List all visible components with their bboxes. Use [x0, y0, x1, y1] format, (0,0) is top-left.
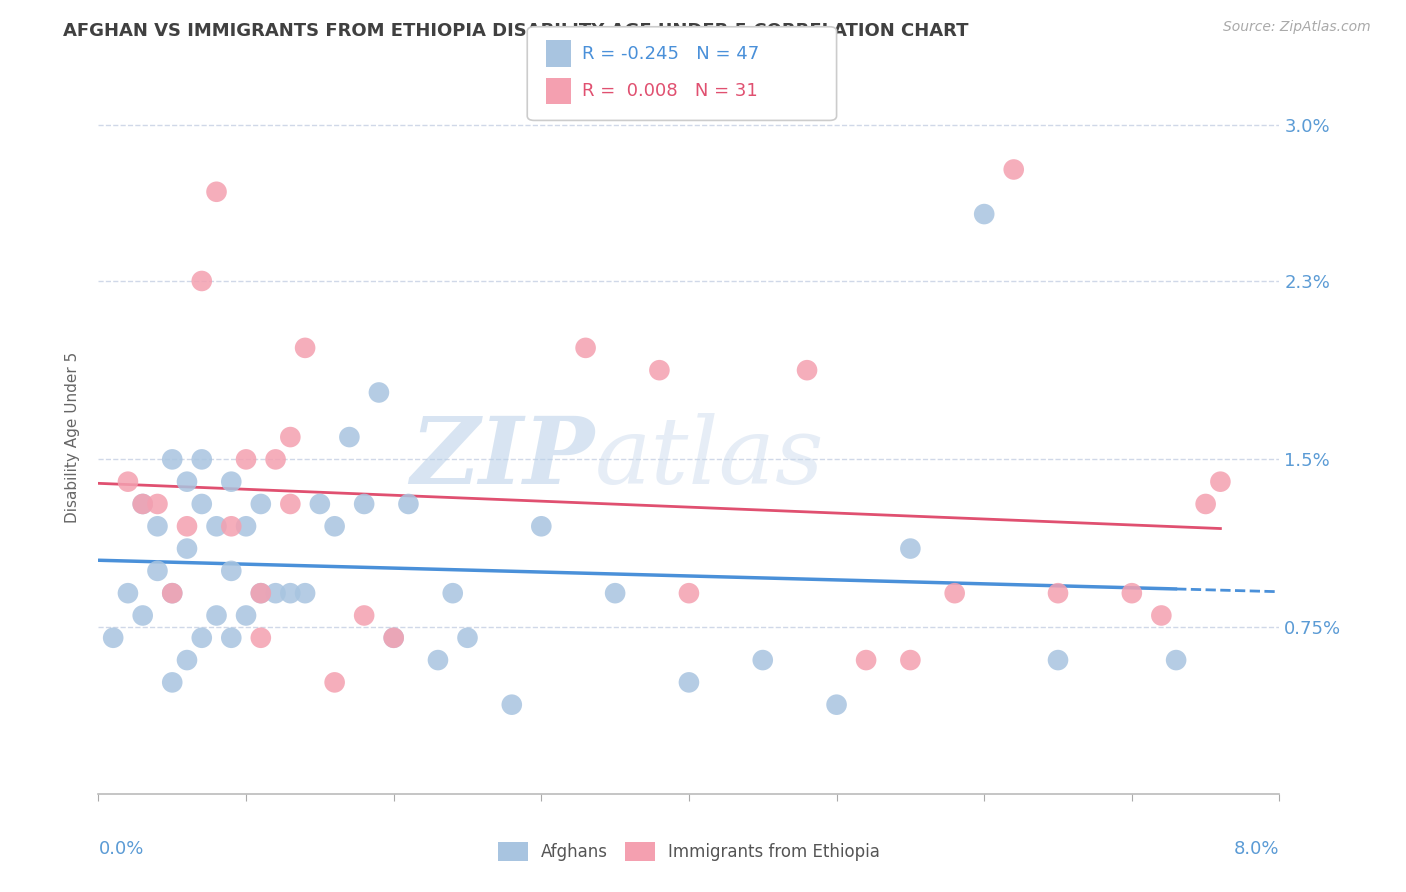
Point	[530, 519, 553, 533]
Point	[191, 631, 214, 645]
Point	[900, 653, 922, 667]
Point	[367, 385, 389, 400]
Point	[456, 631, 478, 645]
Point	[605, 586, 627, 600]
Point	[294, 341, 316, 355]
Text: R = -0.245   N = 47: R = -0.245 N = 47	[582, 45, 759, 62]
Point	[396, 497, 419, 511]
Point	[219, 475, 242, 489]
Point	[235, 452, 257, 467]
Point	[146, 519, 169, 533]
Point	[1046, 653, 1069, 667]
Point	[176, 475, 198, 489]
Point	[219, 564, 242, 578]
Point	[162, 675, 183, 690]
Point	[353, 497, 375, 511]
Point	[943, 586, 966, 600]
Point	[1121, 586, 1143, 600]
Point	[146, 497, 169, 511]
Point	[1046, 586, 1069, 600]
Point	[294, 586, 316, 600]
Point	[337, 430, 360, 444]
Point	[441, 586, 464, 600]
Point	[825, 698, 848, 712]
Point	[235, 519, 257, 533]
Text: AFGHAN VS IMMIGRANTS FROM ETHIOPIA DISABILITY AGE UNDER 5 CORRELATION CHART: AFGHAN VS IMMIGRANTS FROM ETHIOPIA DISAB…	[63, 22, 969, 40]
Point	[353, 608, 375, 623]
Point	[219, 631, 242, 645]
Point	[250, 586, 273, 600]
Point	[191, 274, 214, 288]
Point	[1209, 475, 1232, 489]
Point	[900, 541, 922, 556]
Point	[574, 341, 596, 355]
Point	[235, 608, 257, 623]
Point	[382, 631, 405, 645]
Point	[132, 497, 155, 511]
Point	[176, 653, 198, 667]
Point	[382, 631, 405, 645]
Point	[278, 586, 302, 600]
Text: ZIP: ZIP	[411, 414, 595, 503]
Point	[1194, 497, 1216, 511]
Point	[162, 586, 183, 600]
Text: Source: ZipAtlas.com: Source: ZipAtlas.com	[1223, 20, 1371, 34]
Point	[162, 586, 183, 600]
Point	[426, 653, 449, 667]
Point	[250, 631, 273, 645]
Point	[973, 207, 995, 221]
Point	[162, 452, 183, 467]
Point	[278, 430, 302, 444]
Point	[308, 497, 332, 511]
Point	[678, 675, 700, 690]
Point	[264, 452, 287, 467]
Text: 0.0%: 0.0%	[98, 840, 143, 858]
Point	[132, 497, 155, 511]
Point	[323, 519, 346, 533]
Point	[1164, 653, 1187, 667]
Y-axis label: Disability Age Under 5: Disability Age Under 5	[65, 351, 80, 523]
Point	[855, 653, 877, 667]
Point	[1150, 608, 1173, 623]
Point	[176, 519, 198, 533]
Point	[796, 363, 818, 377]
Point	[751, 653, 773, 667]
Point	[678, 586, 700, 600]
Point	[205, 608, 228, 623]
Point	[146, 564, 169, 578]
Point	[103, 631, 125, 645]
Point	[219, 519, 242, 533]
Point	[205, 519, 228, 533]
Point	[205, 185, 228, 199]
Text: R =  0.008   N = 31: R = 0.008 N = 31	[582, 82, 758, 100]
Point	[648, 363, 671, 377]
Point	[176, 541, 198, 556]
Point	[278, 497, 302, 511]
Point	[264, 586, 287, 600]
Point	[323, 675, 346, 690]
Point	[117, 475, 139, 489]
Point	[191, 497, 214, 511]
Point	[117, 586, 139, 600]
Legend: Afghans, Immigrants from Ethiopia: Afghans, Immigrants from Ethiopia	[491, 835, 887, 868]
Point	[191, 452, 214, 467]
Text: 8.0%: 8.0%	[1234, 840, 1279, 858]
Point	[132, 608, 155, 623]
Point	[250, 586, 273, 600]
Point	[250, 497, 273, 511]
Point	[1002, 162, 1025, 177]
Point	[501, 698, 523, 712]
Text: atlas: atlas	[595, 414, 824, 503]
